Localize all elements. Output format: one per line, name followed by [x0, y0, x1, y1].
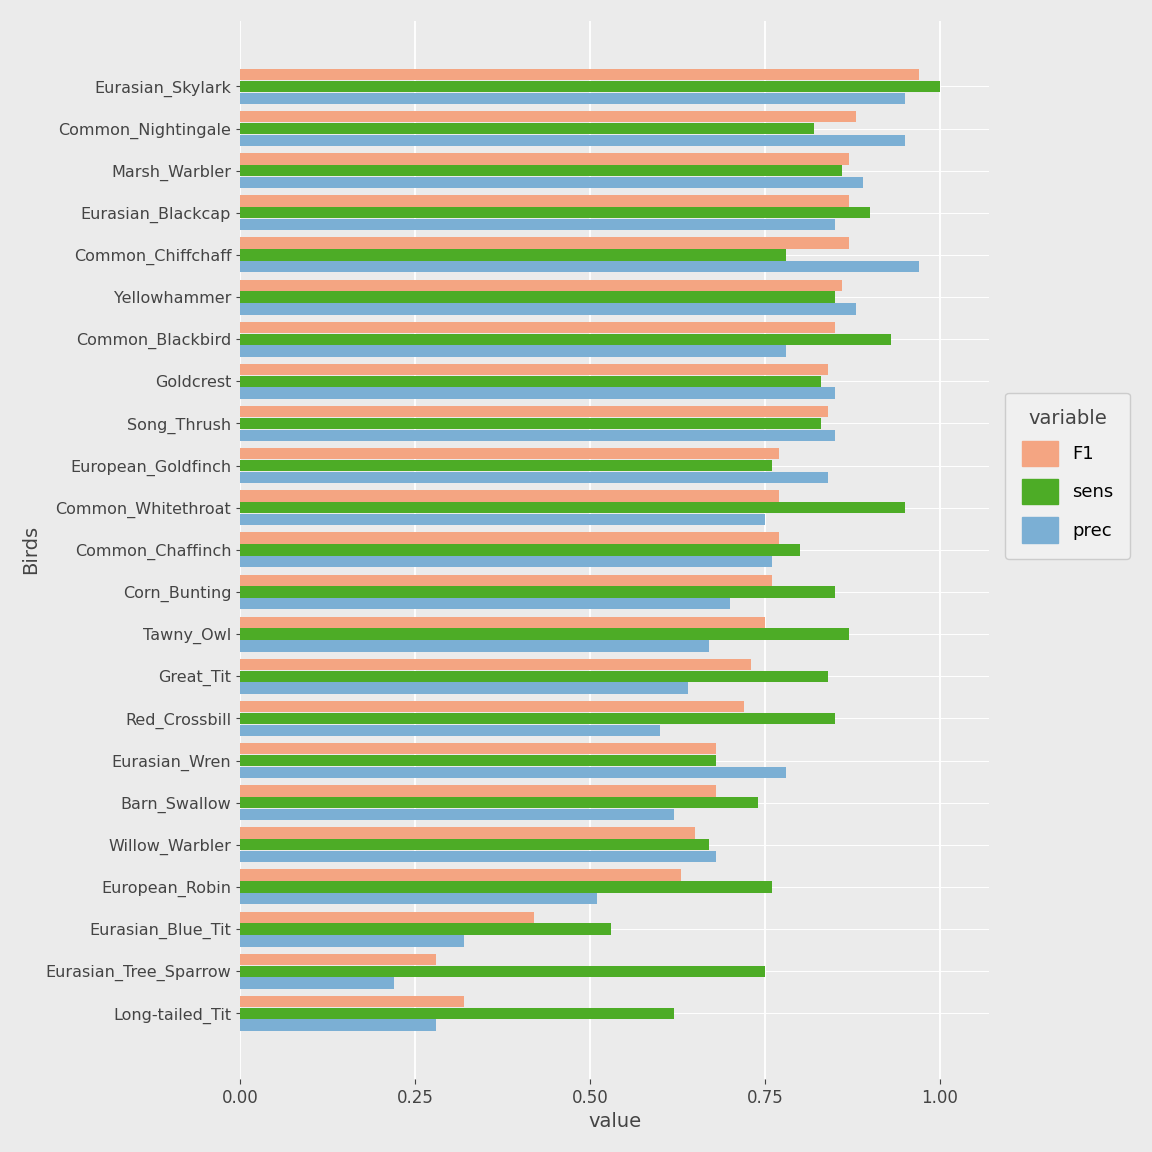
Bar: [240, 69, 919, 81]
Bar: [240, 743, 717, 755]
Bar: [240, 111, 856, 122]
Bar: [240, 670, 828, 682]
Bar: [240, 165, 842, 176]
Bar: [240, 123, 814, 134]
Bar: [240, 364, 828, 376]
Bar: [240, 81, 940, 92]
Bar: [240, 321, 835, 333]
Bar: [240, 725, 660, 736]
Bar: [240, 881, 772, 893]
Bar: [240, 153, 849, 165]
Bar: [240, 809, 674, 820]
Bar: [240, 659, 751, 670]
Bar: [240, 893, 597, 904]
Bar: [240, 262, 919, 272]
Bar: [240, 448, 779, 460]
Bar: [240, 237, 849, 249]
Bar: [240, 471, 828, 483]
Bar: [240, 1008, 674, 1020]
Bar: [240, 965, 765, 977]
Bar: [240, 977, 394, 988]
Bar: [240, 767, 786, 778]
Bar: [240, 786, 717, 796]
Bar: [240, 851, 717, 862]
Bar: [240, 219, 835, 230]
Bar: [240, 713, 835, 725]
Bar: [240, 491, 779, 501]
Bar: [240, 682, 688, 694]
Bar: [240, 460, 772, 471]
Bar: [240, 700, 744, 712]
Bar: [240, 586, 835, 598]
Bar: [240, 176, 863, 188]
Y-axis label: Birds: Birds: [21, 525, 40, 575]
Bar: [240, 797, 758, 809]
Bar: [240, 418, 821, 430]
Bar: [240, 334, 890, 344]
Bar: [240, 387, 835, 399]
Bar: [240, 629, 849, 639]
Bar: [240, 755, 717, 766]
Bar: [240, 532, 779, 544]
Bar: [240, 870, 681, 881]
Bar: [240, 911, 535, 923]
Bar: [240, 376, 821, 387]
Bar: [240, 502, 905, 514]
Legend: F1, sens, prec: F1, sens, prec: [1006, 393, 1130, 559]
Bar: [240, 207, 870, 219]
Bar: [240, 280, 842, 291]
Bar: [240, 135, 905, 146]
Bar: [240, 827, 695, 839]
Bar: [240, 430, 835, 441]
Bar: [240, 346, 786, 357]
Bar: [240, 249, 786, 260]
Bar: [240, 514, 765, 525]
Bar: [240, 92, 905, 104]
Bar: [240, 291, 835, 303]
Bar: [240, 616, 765, 628]
X-axis label: value: value: [588, 1112, 642, 1131]
Bar: [240, 598, 730, 609]
Bar: [240, 575, 772, 586]
Bar: [240, 924, 611, 934]
Bar: [240, 954, 437, 965]
Bar: [240, 303, 856, 314]
Bar: [240, 995, 464, 1007]
Bar: [240, 196, 849, 206]
Bar: [240, 544, 799, 555]
Bar: [240, 556, 772, 567]
Bar: [240, 839, 708, 850]
Bar: [240, 406, 828, 417]
Bar: [240, 935, 464, 947]
Bar: [240, 641, 708, 652]
Bar: [240, 1020, 437, 1031]
